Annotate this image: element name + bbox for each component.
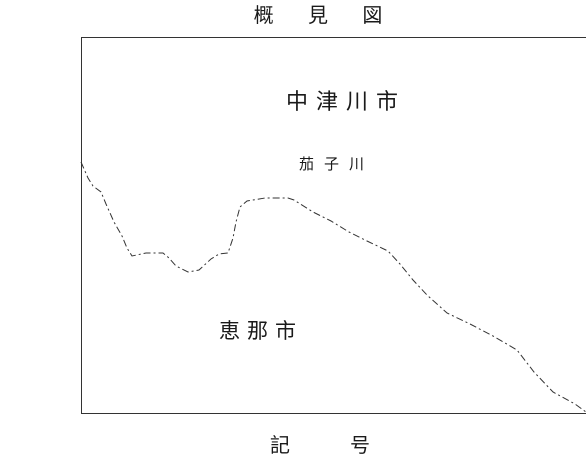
map-frame (81, 37, 586, 414)
city-label-ena: 恵那市 (219, 319, 303, 343)
legend-heading: 記号 (270, 432, 370, 458)
map-title: 概 見 図 (253, 3, 397, 27)
city-label-nakatsugawa: 中津川市 (286, 90, 407, 115)
municipal-boundary (80, 161, 586, 413)
legend-heading-left: 記 (270, 433, 290, 457)
boundary-line (80, 161, 586, 413)
river-label-nasukawa: 茄子川 (299, 155, 375, 173)
legend-heading-right: 号 (350, 433, 370, 457)
